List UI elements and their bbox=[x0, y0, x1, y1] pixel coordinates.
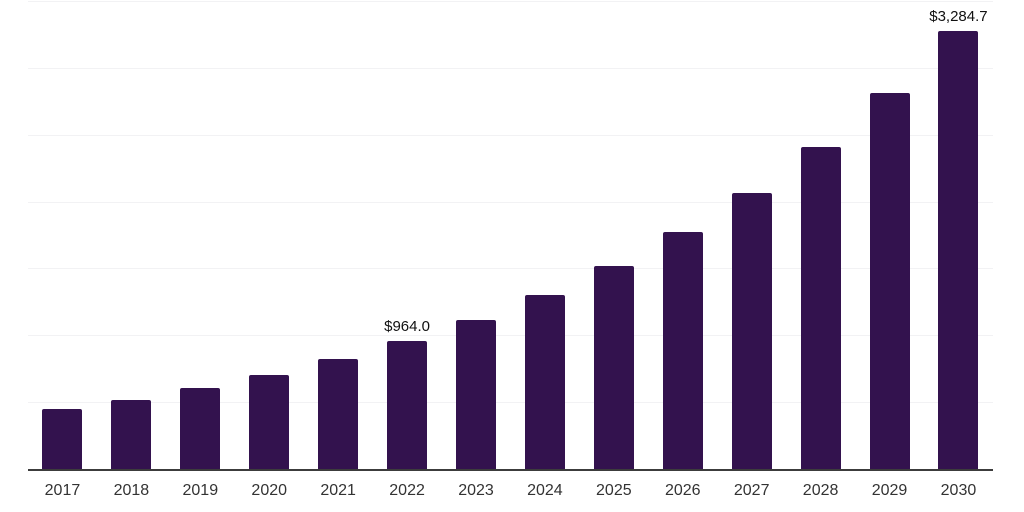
bar-slot-2029 bbox=[855, 2, 924, 470]
bar-2030 bbox=[938, 30, 979, 470]
gridline-1500 bbox=[28, 268, 993, 270]
bar-2027 bbox=[731, 192, 772, 470]
bar-2029 bbox=[869, 92, 910, 470]
gridline-500 bbox=[28, 402, 993, 404]
bar-slot-2030: $3,284.7 bbox=[924, 2, 993, 470]
x-tick-label-2022: 2022 bbox=[389, 482, 425, 499]
bars-row: $964.0 $3,284.7 bbox=[28, 2, 993, 470]
x-axis-line bbox=[28, 469, 993, 471]
gridline-3000 bbox=[28, 67, 993, 69]
bar-value-label-2022: $964.0 bbox=[384, 318, 431, 336]
bar-2022 bbox=[387, 341, 428, 470]
bar-slot-2017 bbox=[28, 2, 97, 470]
bar-slot-2023 bbox=[442, 2, 511, 470]
bar-2020 bbox=[249, 374, 290, 470]
bar-slot-2026 bbox=[648, 2, 717, 470]
bar-value-label-2030: $3,284.7 bbox=[929, 7, 988, 25]
bar-slot-2020 bbox=[235, 2, 304, 470]
gridline-1000 bbox=[28, 335, 993, 337]
bar-2017 bbox=[42, 409, 83, 470]
bar-slot-2025 bbox=[579, 2, 648, 470]
bar-slot-2018 bbox=[97, 2, 166, 470]
bar-2023 bbox=[455, 319, 496, 470]
x-tick-label-2018: 2018 bbox=[113, 482, 150, 499]
bar-slot-2022: $964.0 bbox=[373, 2, 442, 470]
bar-slot-2021 bbox=[304, 2, 373, 470]
x-tick-label-2030: 2030 bbox=[940, 482, 977, 499]
bar-2028 bbox=[800, 146, 841, 470]
gridline-2000 bbox=[28, 201, 993, 203]
x-tick-label-2028: 2028 bbox=[802, 482, 839, 499]
x-tick-label-2029: 2029 bbox=[871, 482, 908, 499]
bar-slot-2027 bbox=[717, 2, 786, 470]
plot-area: $964.0 $3,284.7 bbox=[28, 1, 993, 471]
x-tick-label-2017: 2017 bbox=[44, 482, 81, 499]
bar-2021 bbox=[318, 359, 359, 470]
x-tick-label-2026: 2026 bbox=[664, 482, 701, 499]
x-tick-label-2021: 2021 bbox=[320, 482, 356, 499]
bar-2024 bbox=[524, 294, 565, 470]
x-tick-label-2024: 2024 bbox=[527, 482, 563, 499]
bar-2018 bbox=[111, 400, 152, 470]
bar-2019 bbox=[180, 388, 221, 470]
x-axis-labels: 2017 2018 2019 2020 2021 2022 2023 2024 2025 2026… bbox=[28, 471, 993, 500]
bar-slot-2019 bbox=[166, 2, 235, 470]
x-tick-label-2019: 2019 bbox=[182, 482, 219, 499]
x-tick-label-2023: 2023 bbox=[458, 482, 494, 499]
bar-slot-2028 bbox=[786, 2, 855, 470]
gridline-3500 bbox=[28, 1, 993, 2]
x-tick-label-2025: 2025 bbox=[596, 482, 632, 499]
bar-2026 bbox=[662, 232, 703, 470]
bar-2025 bbox=[593, 265, 634, 470]
gridline-2500 bbox=[28, 134, 993, 136]
x-tick-label-2027: 2027 bbox=[733, 482, 770, 499]
x-tick-label-2020: 2020 bbox=[251, 482, 288, 499]
bar-slot-2024 bbox=[510, 2, 579, 470]
